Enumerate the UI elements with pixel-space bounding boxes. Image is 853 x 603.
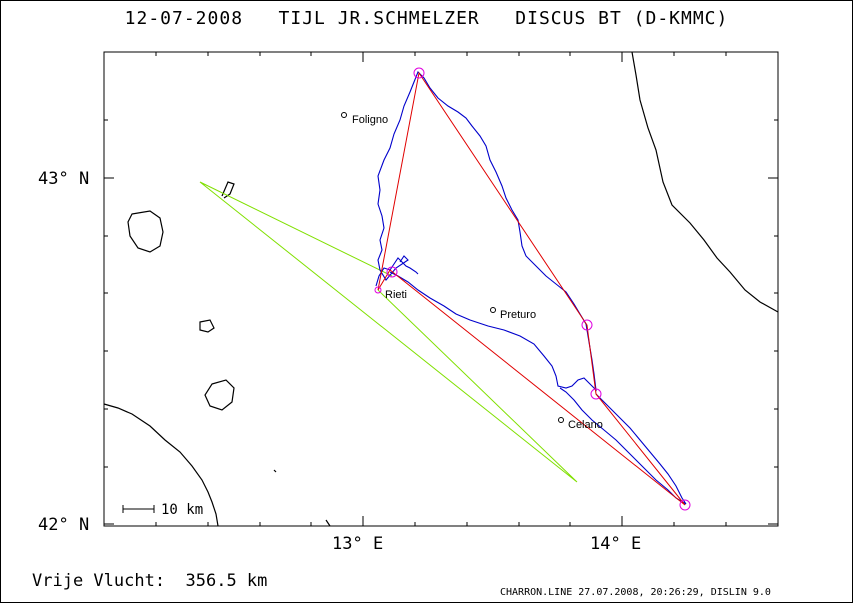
turnpoint-start [386, 266, 398, 278]
map-border [103, 51, 779, 527]
turnpoints [374, 67, 691, 511]
town-marker-preturo [490, 307, 496, 313]
town-marker-celano [558, 417, 564, 423]
axis-ticks [104, 52, 778, 526]
coastline-tyrrhenian [103, 403, 219, 527]
flight-title: 12-07-2008 TIJL JR.SCHMELZER DISCUS BT (… [124, 8, 729, 29]
town-label-rieti: Rieti [385, 289, 407, 301]
turnpoint-rieti [374, 286, 382, 294]
turnpoint-southeast [590, 388, 602, 400]
coast-fragment [325, 519, 331, 527]
lat-label-43: 43° N [38, 169, 89, 189]
turnpoint-south [679, 499, 691, 511]
free-flight-distance: Vrije Vlucht: 356.5 km [32, 571, 268, 591]
island-fragment [273, 469, 277, 473]
scale-bar [122, 505, 155, 513]
lake-bolsena [127, 210, 164, 253]
declared-task-line [199, 181, 578, 483]
town-marker-foligno [341, 112, 347, 118]
gps-track [375, 71, 687, 505]
town-label-foligno: Foligno [352, 114, 388, 126]
flown-task-line [377, 71, 686, 506]
lon-label-14: 14° E [590, 534, 641, 554]
town-markers [341, 112, 564, 423]
coastline-northeast [631, 51, 779, 313]
town-label-preturo: Preturo [500, 309, 536, 321]
town-label-celano: Celano [568, 419, 603, 431]
lat-label-42: 42° N [38, 515, 89, 535]
render-credit: CHARRON.LINE 27.07.2008, 20:26:29, DISLI… [500, 587, 771, 598]
coastlines [103, 51, 779, 527]
turnpoint-north [413, 67, 425, 79]
turnpoint-east [581, 319, 593, 331]
lake-albano [204, 379, 235, 411]
lake-vico [199, 319, 215, 333]
scale-bar-label: 10 km [161, 502, 203, 518]
lon-label-13: 13° E [332, 534, 383, 554]
